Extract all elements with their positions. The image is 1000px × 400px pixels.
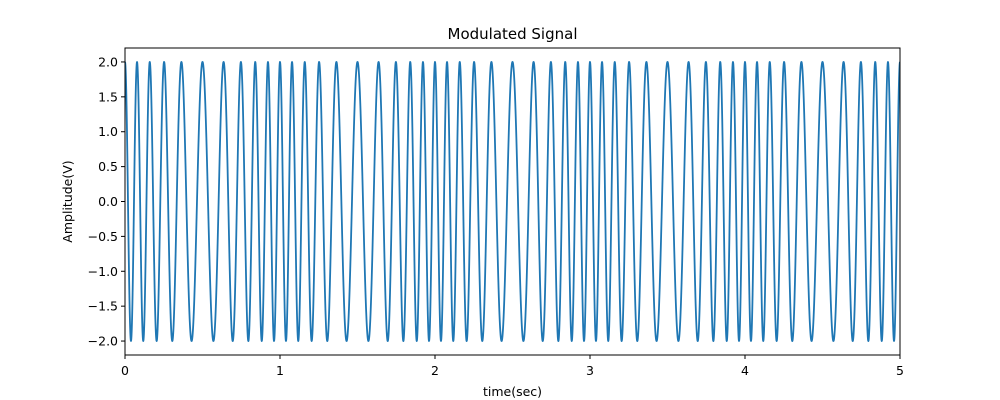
y-tick-label: 2.0 [98, 54, 118, 69]
chart-title: Modulated Signal [448, 25, 578, 43]
x-tick-label: 2 [431, 363, 439, 378]
y-tick-label: −2.0 [88, 334, 118, 349]
y-tick-label: −1.0 [88, 264, 118, 279]
y-tick-label: 0.5 [98, 159, 118, 174]
y-tick-label: −1.5 [88, 299, 118, 314]
y-axis-label: Amplitude(V) [60, 160, 75, 242]
x-tick-label: 4 [741, 363, 749, 378]
signal-line [125, 61, 900, 342]
y-tick-label: −0.5 [88, 229, 118, 244]
y-axis-ticks: 2.0 1.5 1.0 0.5 0.0 −0.5 −1.0 −1.5 −2.0 [88, 54, 125, 349]
y-tick-label: 1.5 [98, 89, 118, 104]
x-tick-label: 0 [121, 363, 129, 378]
plot-area [125, 61, 900, 342]
x-tick-label: 5 [896, 363, 904, 378]
x-axis-label: time(sec) [483, 384, 542, 399]
x-tick-label: 3 [586, 363, 594, 378]
axes-frame [124, 47, 901, 356]
x-tick-label: 1 [276, 363, 284, 378]
y-tick-label: 1.0 [98, 124, 118, 139]
y-tick-label: 0.0 [98, 194, 118, 209]
x-axis-ticks: 0 1 2 3 4 5 [121, 355, 904, 378]
